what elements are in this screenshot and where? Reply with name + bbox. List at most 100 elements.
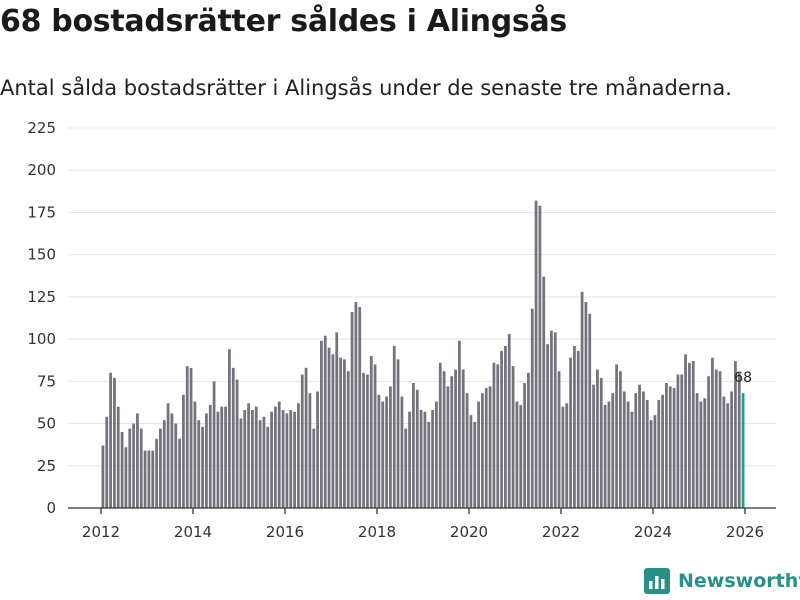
bar xyxy=(584,301,588,508)
bar xyxy=(665,383,668,508)
chart-subtitle: Antal sålda bostadsrätter i Alingsås und… xyxy=(0,76,732,100)
bar xyxy=(297,403,300,508)
bar xyxy=(128,428,132,508)
bar xyxy=(691,361,695,508)
bar xyxy=(343,359,346,508)
bar xyxy=(676,374,680,508)
bar xyxy=(385,396,388,508)
bar xyxy=(274,406,277,508)
bar xyxy=(350,312,354,508)
bar xyxy=(718,371,722,508)
bar xyxy=(105,416,109,508)
bar xyxy=(553,332,557,508)
bar xyxy=(377,394,381,508)
bar xyxy=(346,371,350,508)
bar xyxy=(645,399,649,508)
bar xyxy=(293,411,296,508)
bar xyxy=(415,389,419,508)
y-tick-label: 75 xyxy=(37,372,56,390)
bar xyxy=(714,369,718,508)
bar xyxy=(124,447,128,508)
bar xyxy=(707,376,710,508)
bar xyxy=(726,403,730,508)
bar xyxy=(657,399,661,508)
bar xyxy=(136,413,139,508)
bar xyxy=(300,374,304,508)
bar xyxy=(615,364,618,508)
y-tick-label: 175 xyxy=(27,203,56,221)
bar xyxy=(642,391,645,508)
bar xyxy=(247,403,250,508)
bar xyxy=(304,367,308,508)
bar xyxy=(285,413,289,508)
bar xyxy=(534,200,538,508)
bar xyxy=(557,371,561,508)
y-tick-label: 125 xyxy=(27,288,56,306)
bar xyxy=(638,384,641,508)
bar xyxy=(189,367,193,508)
bar-latest xyxy=(741,393,745,508)
x-tick-label: 2012 xyxy=(82,523,120,541)
bar xyxy=(182,394,185,508)
newsworthy-brand[interactable]: Newsworthy xyxy=(644,568,800,594)
bar xyxy=(208,404,212,508)
bar xyxy=(132,423,135,508)
bar xyxy=(170,413,174,508)
bar xyxy=(101,445,105,508)
bar xyxy=(254,406,258,508)
bar xyxy=(626,401,630,508)
bar xyxy=(649,420,653,508)
bar xyxy=(630,411,634,508)
bar xyxy=(109,372,112,508)
bar xyxy=(392,345,396,508)
bar xyxy=(201,426,204,508)
bar xyxy=(484,388,488,508)
bar xyxy=(281,410,285,508)
bar xyxy=(511,366,515,508)
bar xyxy=(404,428,408,508)
bar xyxy=(619,371,622,508)
bar xyxy=(339,357,342,508)
y-tick-label: 25 xyxy=(37,457,56,475)
bar xyxy=(327,347,331,508)
bar xyxy=(446,386,450,508)
bar xyxy=(174,423,178,508)
bar xyxy=(373,364,377,508)
bar xyxy=(734,361,737,508)
bar xyxy=(542,276,546,508)
bar xyxy=(538,205,542,508)
bar xyxy=(603,404,607,508)
bar xyxy=(530,308,534,508)
bar xyxy=(684,354,687,508)
bar xyxy=(239,418,243,508)
bar xyxy=(212,381,216,508)
bar xyxy=(688,362,691,508)
bar xyxy=(258,420,262,508)
bar xyxy=(546,344,549,508)
bar xyxy=(607,401,611,508)
bar xyxy=(504,345,507,508)
bar xyxy=(611,393,615,508)
bar xyxy=(722,396,726,508)
x-tick-label: 2020 xyxy=(450,523,488,541)
bar xyxy=(312,428,316,508)
bar xyxy=(216,411,220,508)
bar xyxy=(289,410,293,508)
bar xyxy=(193,401,197,508)
bar xyxy=(500,350,503,508)
bar xyxy=(523,383,526,508)
bar xyxy=(573,345,576,508)
chart-title: 68 bostadsrätter såldes i Alingsås xyxy=(0,4,567,39)
bar xyxy=(481,393,484,508)
bar xyxy=(266,426,270,508)
bar xyxy=(381,401,385,508)
bar xyxy=(458,340,461,508)
bar xyxy=(323,335,327,508)
bar xyxy=(699,401,703,508)
bar xyxy=(262,416,266,508)
bar xyxy=(159,428,162,508)
bar xyxy=(450,376,454,508)
bar xyxy=(668,386,672,508)
bar-chart: 0 25 50 75 100 125 150 175 200 225 2012 2014 2016 201… xyxy=(27,119,776,541)
bar xyxy=(369,356,373,508)
